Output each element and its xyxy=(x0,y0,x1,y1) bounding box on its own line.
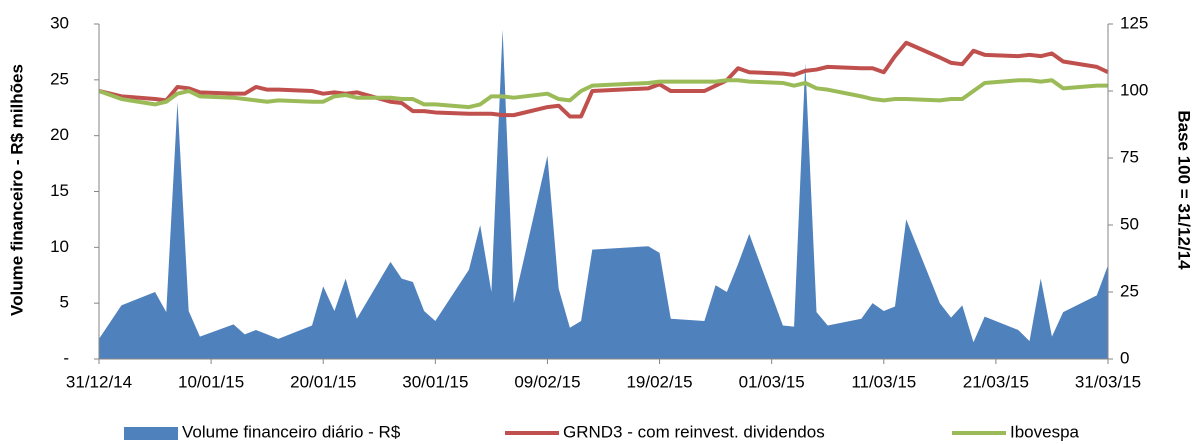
area xyxy=(99,29,1108,359)
x-tick-label: 30/01/15 xyxy=(402,372,468,391)
y-axis-label: Volume financeiro - R$ milhões xyxy=(7,64,26,316)
y2-tick-label: 100 xyxy=(1120,80,1148,99)
y-tick-label: 5 xyxy=(60,293,69,312)
legend-label: Ibovespa xyxy=(1010,422,1080,441)
x-tick-label: 21/03/15 xyxy=(963,372,1029,391)
legend-label: GRND3 - com reinvest. dividendos xyxy=(563,422,825,441)
y2-tick-label: 125 xyxy=(1120,13,1148,32)
legend-label: Volume financeiro diário - R$ xyxy=(182,422,401,441)
y-tick-label: 30 xyxy=(50,13,69,32)
y-tick-label: 10 xyxy=(50,237,69,256)
x-tick-label: 31/03/15 xyxy=(1075,372,1141,391)
y2-tick-label: 0 xyxy=(1120,348,1129,367)
x-tick-label: 01/03/15 xyxy=(739,372,805,391)
x-tick-label: 10/01/15 xyxy=(178,372,244,391)
y2-tick-label: 75 xyxy=(1120,147,1139,166)
y-tick-label: 25 xyxy=(50,69,69,88)
x-tick-label: 20/01/15 xyxy=(290,372,356,391)
line xyxy=(98,78,1108,110)
y-tick-label: 15 xyxy=(50,181,69,200)
x-tick-label: 31/12/14 xyxy=(66,372,132,391)
legend-swatch xyxy=(124,427,178,440)
line xyxy=(98,40,1109,119)
x-tick-label: 11/03/15 xyxy=(851,372,916,391)
y2-tick-label: 50 xyxy=(1120,214,1139,233)
y-tick-label: - xyxy=(63,348,69,367)
y2-tick-label: 25 xyxy=(1120,281,1139,300)
y-tick-label: 20 xyxy=(50,125,69,144)
x-tick-label: 19/02/15 xyxy=(626,372,692,391)
x-tick-label: 09/02/15 xyxy=(514,372,580,391)
y2-axis-label: Base 100 = 31/12/14 xyxy=(1175,110,1194,270)
